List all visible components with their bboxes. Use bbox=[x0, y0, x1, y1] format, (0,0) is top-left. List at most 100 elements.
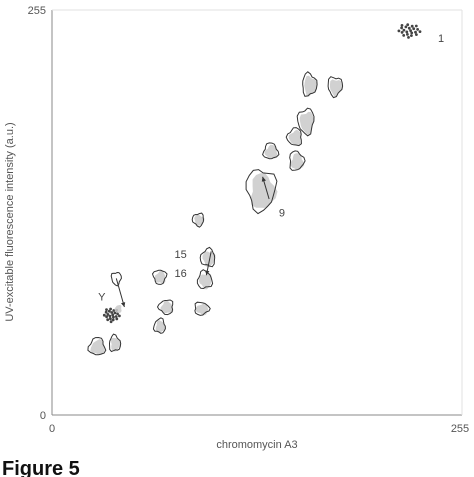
cluster-contour bbox=[302, 71, 318, 97]
cluster-dot bbox=[407, 26, 411, 30]
cluster-dot bbox=[400, 26, 403, 30]
cluster-dot bbox=[407, 36, 410, 39]
cluster-dot bbox=[108, 314, 112, 318]
annotation-label-9: 9 bbox=[279, 208, 285, 220]
cluster-contour bbox=[199, 246, 216, 268]
cluster-7 bbox=[289, 150, 306, 171]
cluster-dot bbox=[414, 30, 417, 34]
cluster-dot bbox=[109, 317, 112, 321]
cluster-15 bbox=[152, 317, 166, 334]
arrows-layer bbox=[115, 176, 270, 308]
cluster-6 bbox=[262, 142, 280, 160]
x-axis-title: chromomycin A3 bbox=[216, 439, 297, 451]
cluster-density bbox=[299, 111, 314, 136]
cluster-2 bbox=[302, 71, 318, 97]
cluster-dot bbox=[114, 315, 118, 318]
cluster-dot bbox=[105, 315, 108, 319]
cluster-1 bbox=[397, 23, 422, 39]
cluster-dot bbox=[118, 314, 121, 318]
cluster-contour bbox=[285, 127, 302, 147]
cluster-contour bbox=[191, 212, 205, 228]
cluster-contour bbox=[327, 76, 344, 99]
cluster-dot bbox=[406, 23, 410, 27]
cluster-density bbox=[90, 339, 105, 356]
cluster-dot bbox=[414, 24, 418, 28]
cluster-density bbox=[288, 129, 302, 146]
cluster-dot bbox=[409, 29, 412, 32]
plot-frame bbox=[51, 9, 463, 416]
x-tick-min: 0 bbox=[49, 423, 55, 435]
cluster-density bbox=[198, 273, 212, 290]
annotation-arrow-head bbox=[205, 270, 210, 276]
annotation-label-15: 15 bbox=[174, 249, 186, 261]
cluster-9 bbox=[191, 212, 205, 228]
x-tick-max: 255 bbox=[451, 423, 469, 435]
cluster-contour bbox=[289, 150, 306, 171]
cluster-density bbox=[250, 173, 278, 208]
figure-caption: Figure 5 bbox=[2, 458, 80, 477]
cluster-dot bbox=[115, 317, 119, 321]
cluster-density bbox=[304, 75, 317, 97]
cluster-contour bbox=[194, 301, 211, 316]
cluster-dot bbox=[402, 34, 406, 37]
cluster-dot bbox=[415, 33, 418, 36]
cluster-contour bbox=[108, 333, 122, 353]
cluster-density bbox=[330, 79, 343, 97]
cluster-dot bbox=[105, 308, 108, 311]
cluster-5 bbox=[285, 127, 302, 147]
cluster-contour bbox=[262, 142, 280, 160]
cluster-dot bbox=[111, 313, 115, 317]
clusters-layer bbox=[87, 23, 422, 356]
cluster-20 bbox=[87, 336, 107, 356]
cluster-dot bbox=[418, 30, 422, 33]
cluster-density bbox=[194, 214, 205, 226]
annotation-label-y: Y bbox=[98, 292, 106, 304]
cluster-density bbox=[111, 337, 122, 352]
cluster-4 bbox=[296, 107, 315, 137]
cluster-Y bbox=[110, 271, 122, 287]
cluster-dot bbox=[111, 318, 115, 322]
cluster-dot bbox=[110, 311, 114, 314]
cluster-dot bbox=[406, 33, 409, 36]
cluster-contour bbox=[87, 336, 107, 356]
annotation-label-16: 16 bbox=[174, 268, 186, 280]
cluster-density bbox=[202, 251, 216, 268]
cluster-dot bbox=[416, 28, 419, 31]
cluster-density bbox=[264, 144, 278, 159]
cluster-dot bbox=[410, 24, 414, 28]
cluster-dot bbox=[405, 30, 409, 34]
cluster-dot bbox=[112, 309, 116, 312]
cluster-dot bbox=[104, 310, 108, 314]
cluster-density bbox=[114, 304, 122, 314]
cluster-16 bbox=[196, 269, 214, 290]
cluster-contour bbox=[151, 269, 168, 285]
y-tick-max: 255 bbox=[28, 5, 46, 17]
cluster-16 bbox=[108, 333, 122, 353]
cluster-dot bbox=[102, 313, 106, 317]
cluster-dot bbox=[404, 25, 408, 29]
annotation-label-1: 1 bbox=[438, 33, 444, 45]
annotations-layer: 1 9 15 16 Y bbox=[98, 33, 444, 304]
y-axis-title: UV-excitable fluorescence intensity (a.u… bbox=[4, 122, 16, 321]
annotation-arrow-head bbox=[261, 176, 266, 182]
cluster-density bbox=[160, 300, 174, 314]
cluster-dot bbox=[402, 28, 406, 32]
annotation-arrow-line bbox=[115, 278, 125, 308]
cluster-14 bbox=[156, 299, 174, 316]
cluster-contour bbox=[110, 271, 122, 287]
cluster-dot bbox=[113, 311, 117, 315]
cluster-9 bbox=[245, 169, 278, 215]
cluster-3 bbox=[327, 76, 344, 99]
cluster-dot bbox=[400, 31, 404, 34]
cluster-12 bbox=[194, 301, 211, 316]
cluster-dot bbox=[410, 31, 414, 35]
cluster-dot bbox=[106, 313, 110, 316]
cluster-contour bbox=[296, 107, 315, 137]
cluster-contour bbox=[245, 169, 278, 215]
cluster-dot bbox=[400, 24, 404, 27]
cluster-dot bbox=[412, 27, 416, 31]
cluster-dot bbox=[112, 315, 115, 319]
cluster-density bbox=[290, 153, 305, 170]
cluster-13 bbox=[151, 269, 168, 285]
cluster-dot bbox=[109, 307, 112, 311]
